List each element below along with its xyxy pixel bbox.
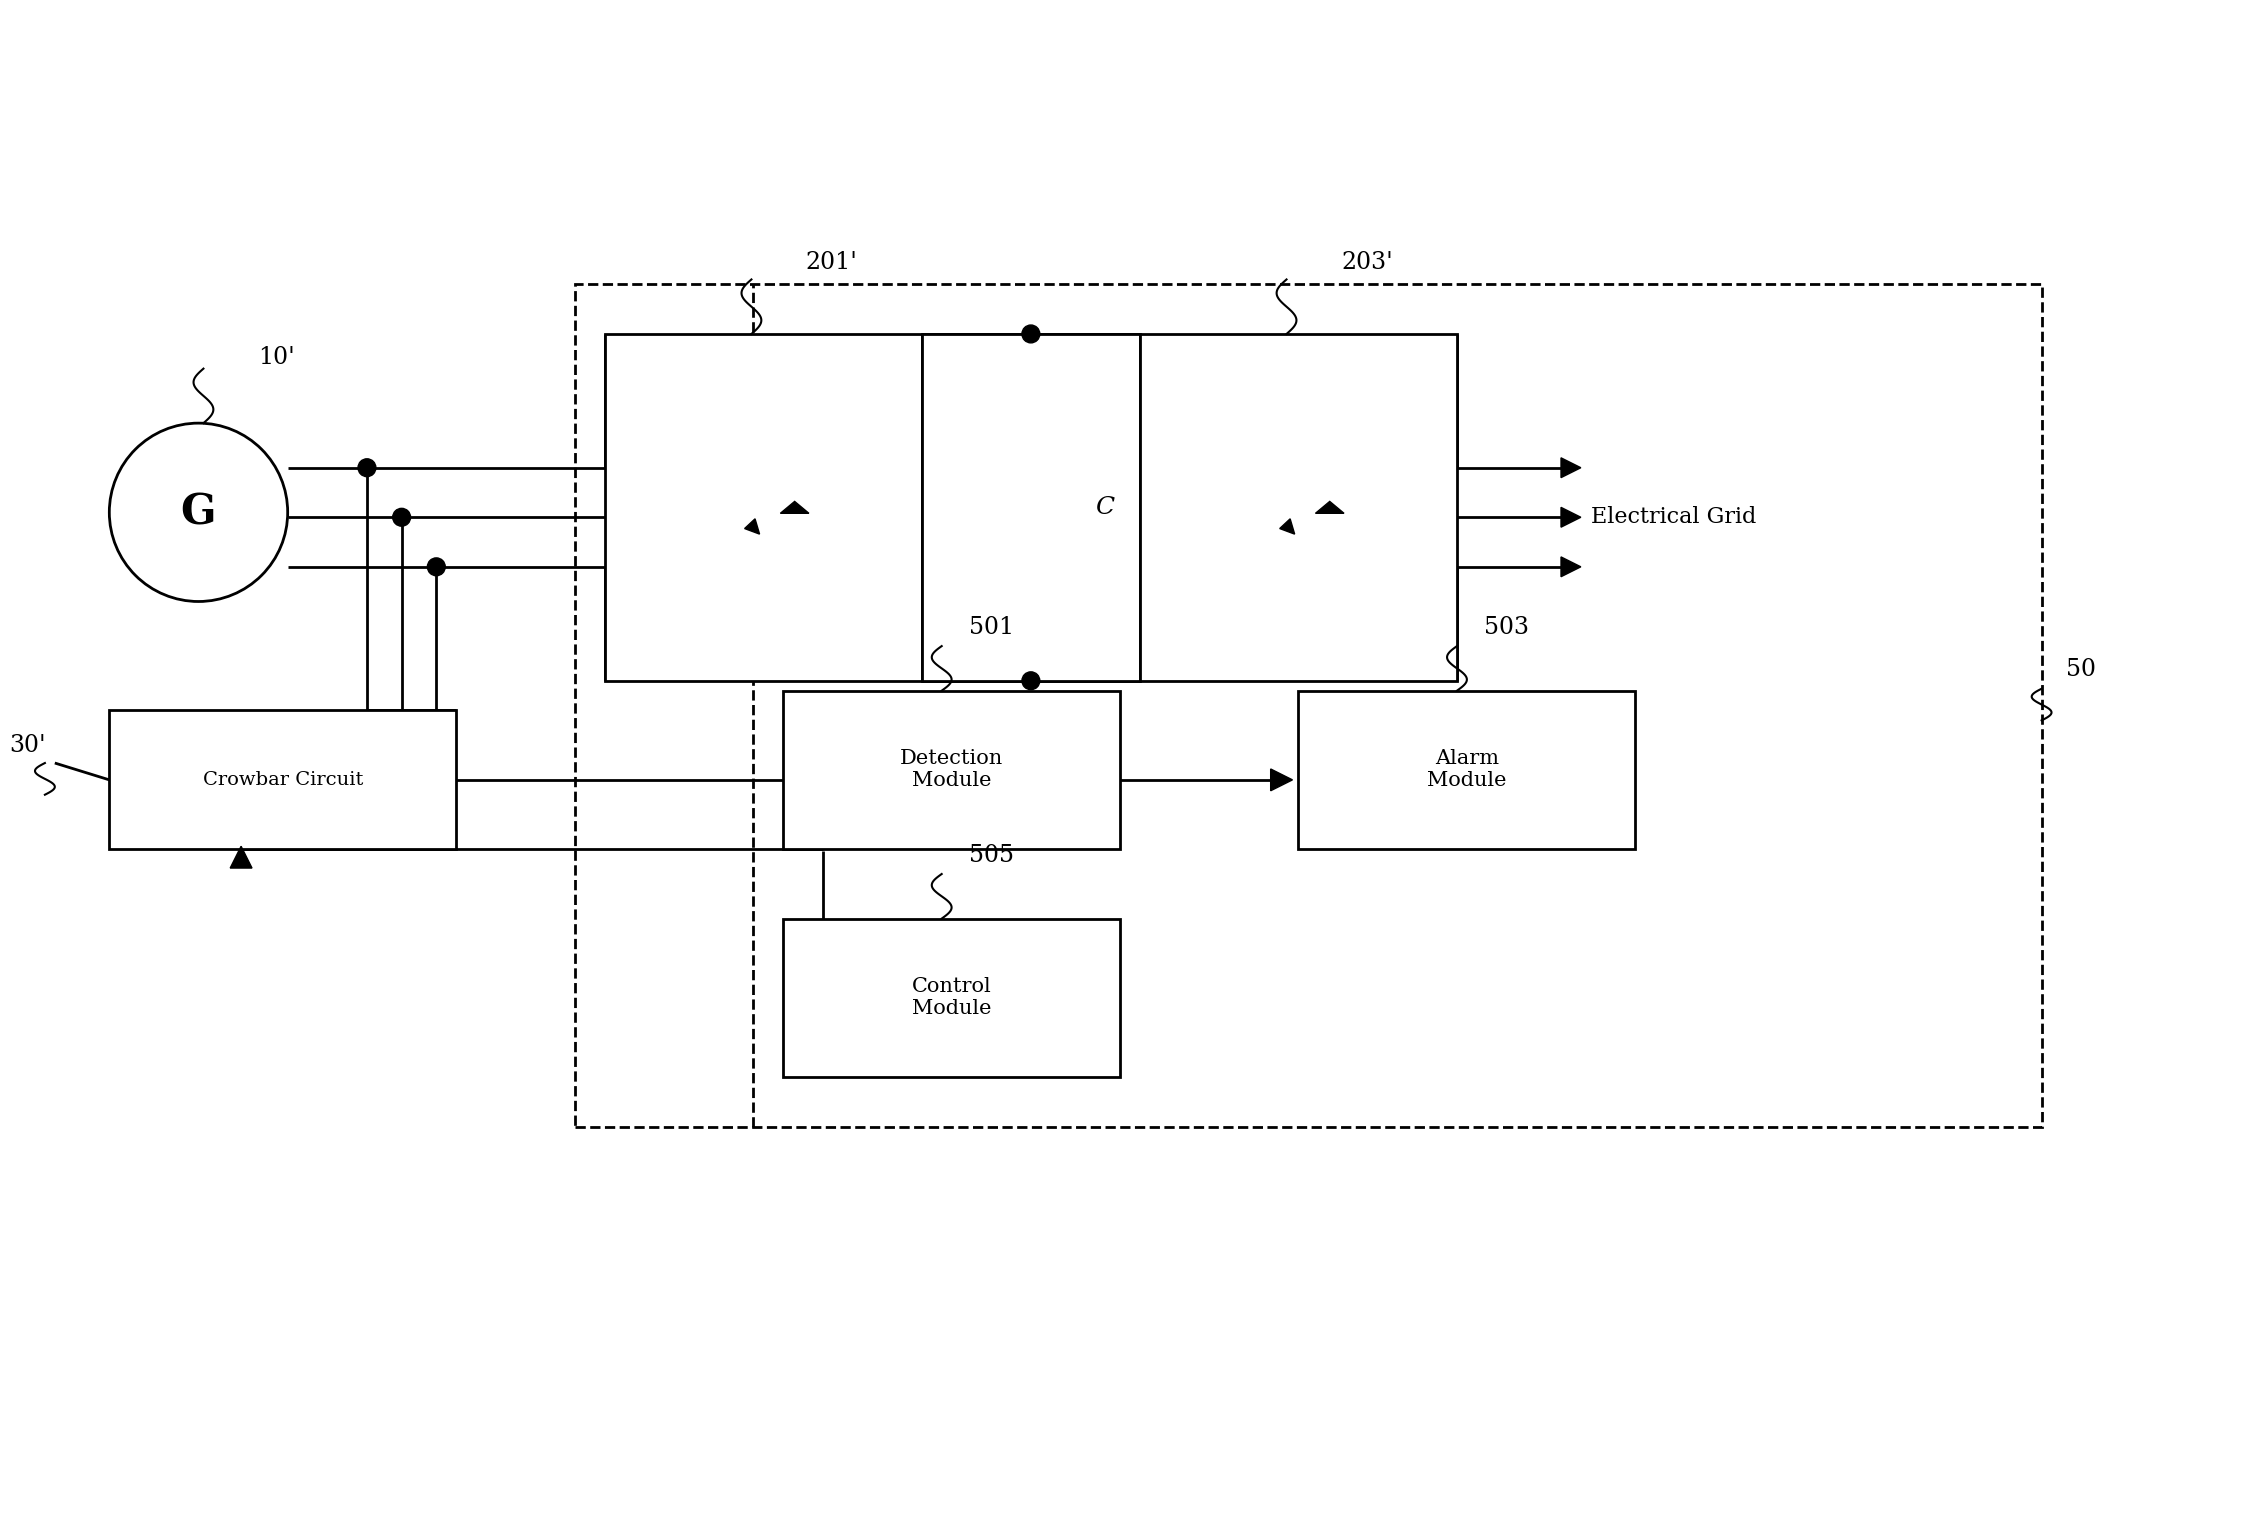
Text: 30': 30' — [9, 734, 45, 757]
Circle shape — [1022, 324, 1040, 343]
Bar — [784, 918, 1119, 1077]
Text: G: G — [180, 491, 216, 534]
Polygon shape — [1561, 557, 1581, 577]
Circle shape — [1022, 672, 1040, 690]
Text: 50: 50 — [2067, 658, 2097, 681]
Polygon shape — [1279, 519, 1295, 534]
Polygon shape — [1561, 457, 1581, 477]
Polygon shape — [745, 519, 759, 534]
Text: 501: 501 — [968, 617, 1013, 640]
Polygon shape — [1561, 508, 1581, 528]
Text: 203': 203' — [1340, 251, 1392, 274]
Bar — [784, 690, 1119, 849]
Text: Alarm
Module: Alarm Module — [1428, 750, 1507, 791]
Bar — [1299, 690, 1635, 849]
Bar — [921, 334, 1140, 681]
Bar — [110, 710, 457, 849]
Text: Detection
Module: Detection Module — [901, 750, 1002, 791]
Circle shape — [110, 424, 288, 601]
Text: Control
Module: Control Module — [912, 978, 991, 1019]
Polygon shape — [230, 846, 252, 868]
Polygon shape — [781, 502, 808, 513]
Circle shape — [392, 508, 410, 526]
Bar — [606, 334, 921, 681]
Text: Electrical Grid: Electrical Grid — [1590, 506, 1757, 528]
Bar — [574, 285, 2043, 1126]
Text: 201': 201' — [806, 251, 858, 274]
Text: 505: 505 — [968, 845, 1013, 868]
Polygon shape — [1315, 502, 1344, 513]
Text: Crowbar Circuit: Crowbar Circuit — [203, 771, 363, 789]
Text: 10': 10' — [259, 346, 295, 369]
Polygon shape — [1270, 770, 1293, 791]
Text: 503: 503 — [1484, 617, 1529, 640]
Circle shape — [358, 459, 376, 477]
Circle shape — [428, 558, 446, 575]
Bar — [1140, 334, 1457, 681]
Text: C: C — [1094, 496, 1115, 519]
